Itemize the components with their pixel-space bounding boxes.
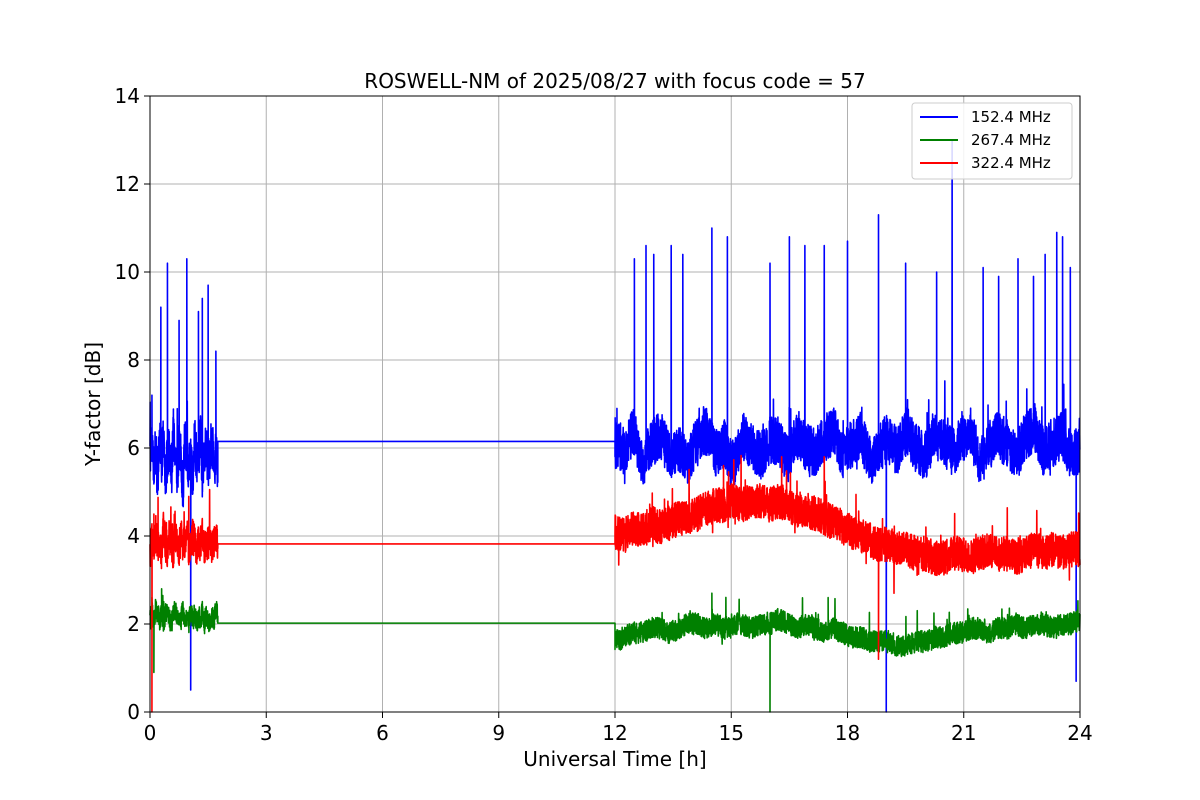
x-tick-label: 24 xyxy=(1067,721,1092,745)
y-tick-label: 8 xyxy=(127,348,140,372)
series-line xyxy=(149,588,1081,713)
legend: 152.4 MHz 267.4 MHz 322.4 MHz xyxy=(911,102,1073,180)
y-tick-label: 10 xyxy=(115,260,140,284)
x-tick-label: 18 xyxy=(835,721,860,745)
y-tick-label: 4 xyxy=(127,524,140,548)
series-line xyxy=(149,139,1081,713)
x-tick-label: 15 xyxy=(719,721,744,745)
legend-label: 267.4 MHz xyxy=(971,131,1051,149)
x-axis-label: Universal Time [h] xyxy=(523,747,706,771)
x-tick-label: 6 xyxy=(376,721,389,745)
y-tick-label: 0 xyxy=(127,700,140,724)
y-tick-label: 14 xyxy=(115,84,140,108)
y-tick-label: 2 xyxy=(127,612,140,636)
chart-title: ROSWELL-NM of 2025/08/27 with focus code… xyxy=(364,69,865,93)
x-tick-label: 12 xyxy=(602,721,627,745)
legend-label: 152.4 MHz xyxy=(971,108,1051,126)
x-tick-label: 0 xyxy=(144,721,157,745)
series-line xyxy=(149,454,1081,713)
plot-area xyxy=(149,139,1081,713)
y-tick-label: 12 xyxy=(115,172,140,196)
x-tick-label: 3 xyxy=(260,721,273,745)
legend-label: 322.4 MHz xyxy=(971,154,1051,172)
x-tick-label: 21 xyxy=(951,721,976,745)
x-tick-label: 9 xyxy=(492,721,505,745)
legend-box xyxy=(911,102,1073,180)
y-axis-label: Y-factor [dB] xyxy=(81,342,105,467)
y-tick-label: 6 xyxy=(127,436,140,460)
